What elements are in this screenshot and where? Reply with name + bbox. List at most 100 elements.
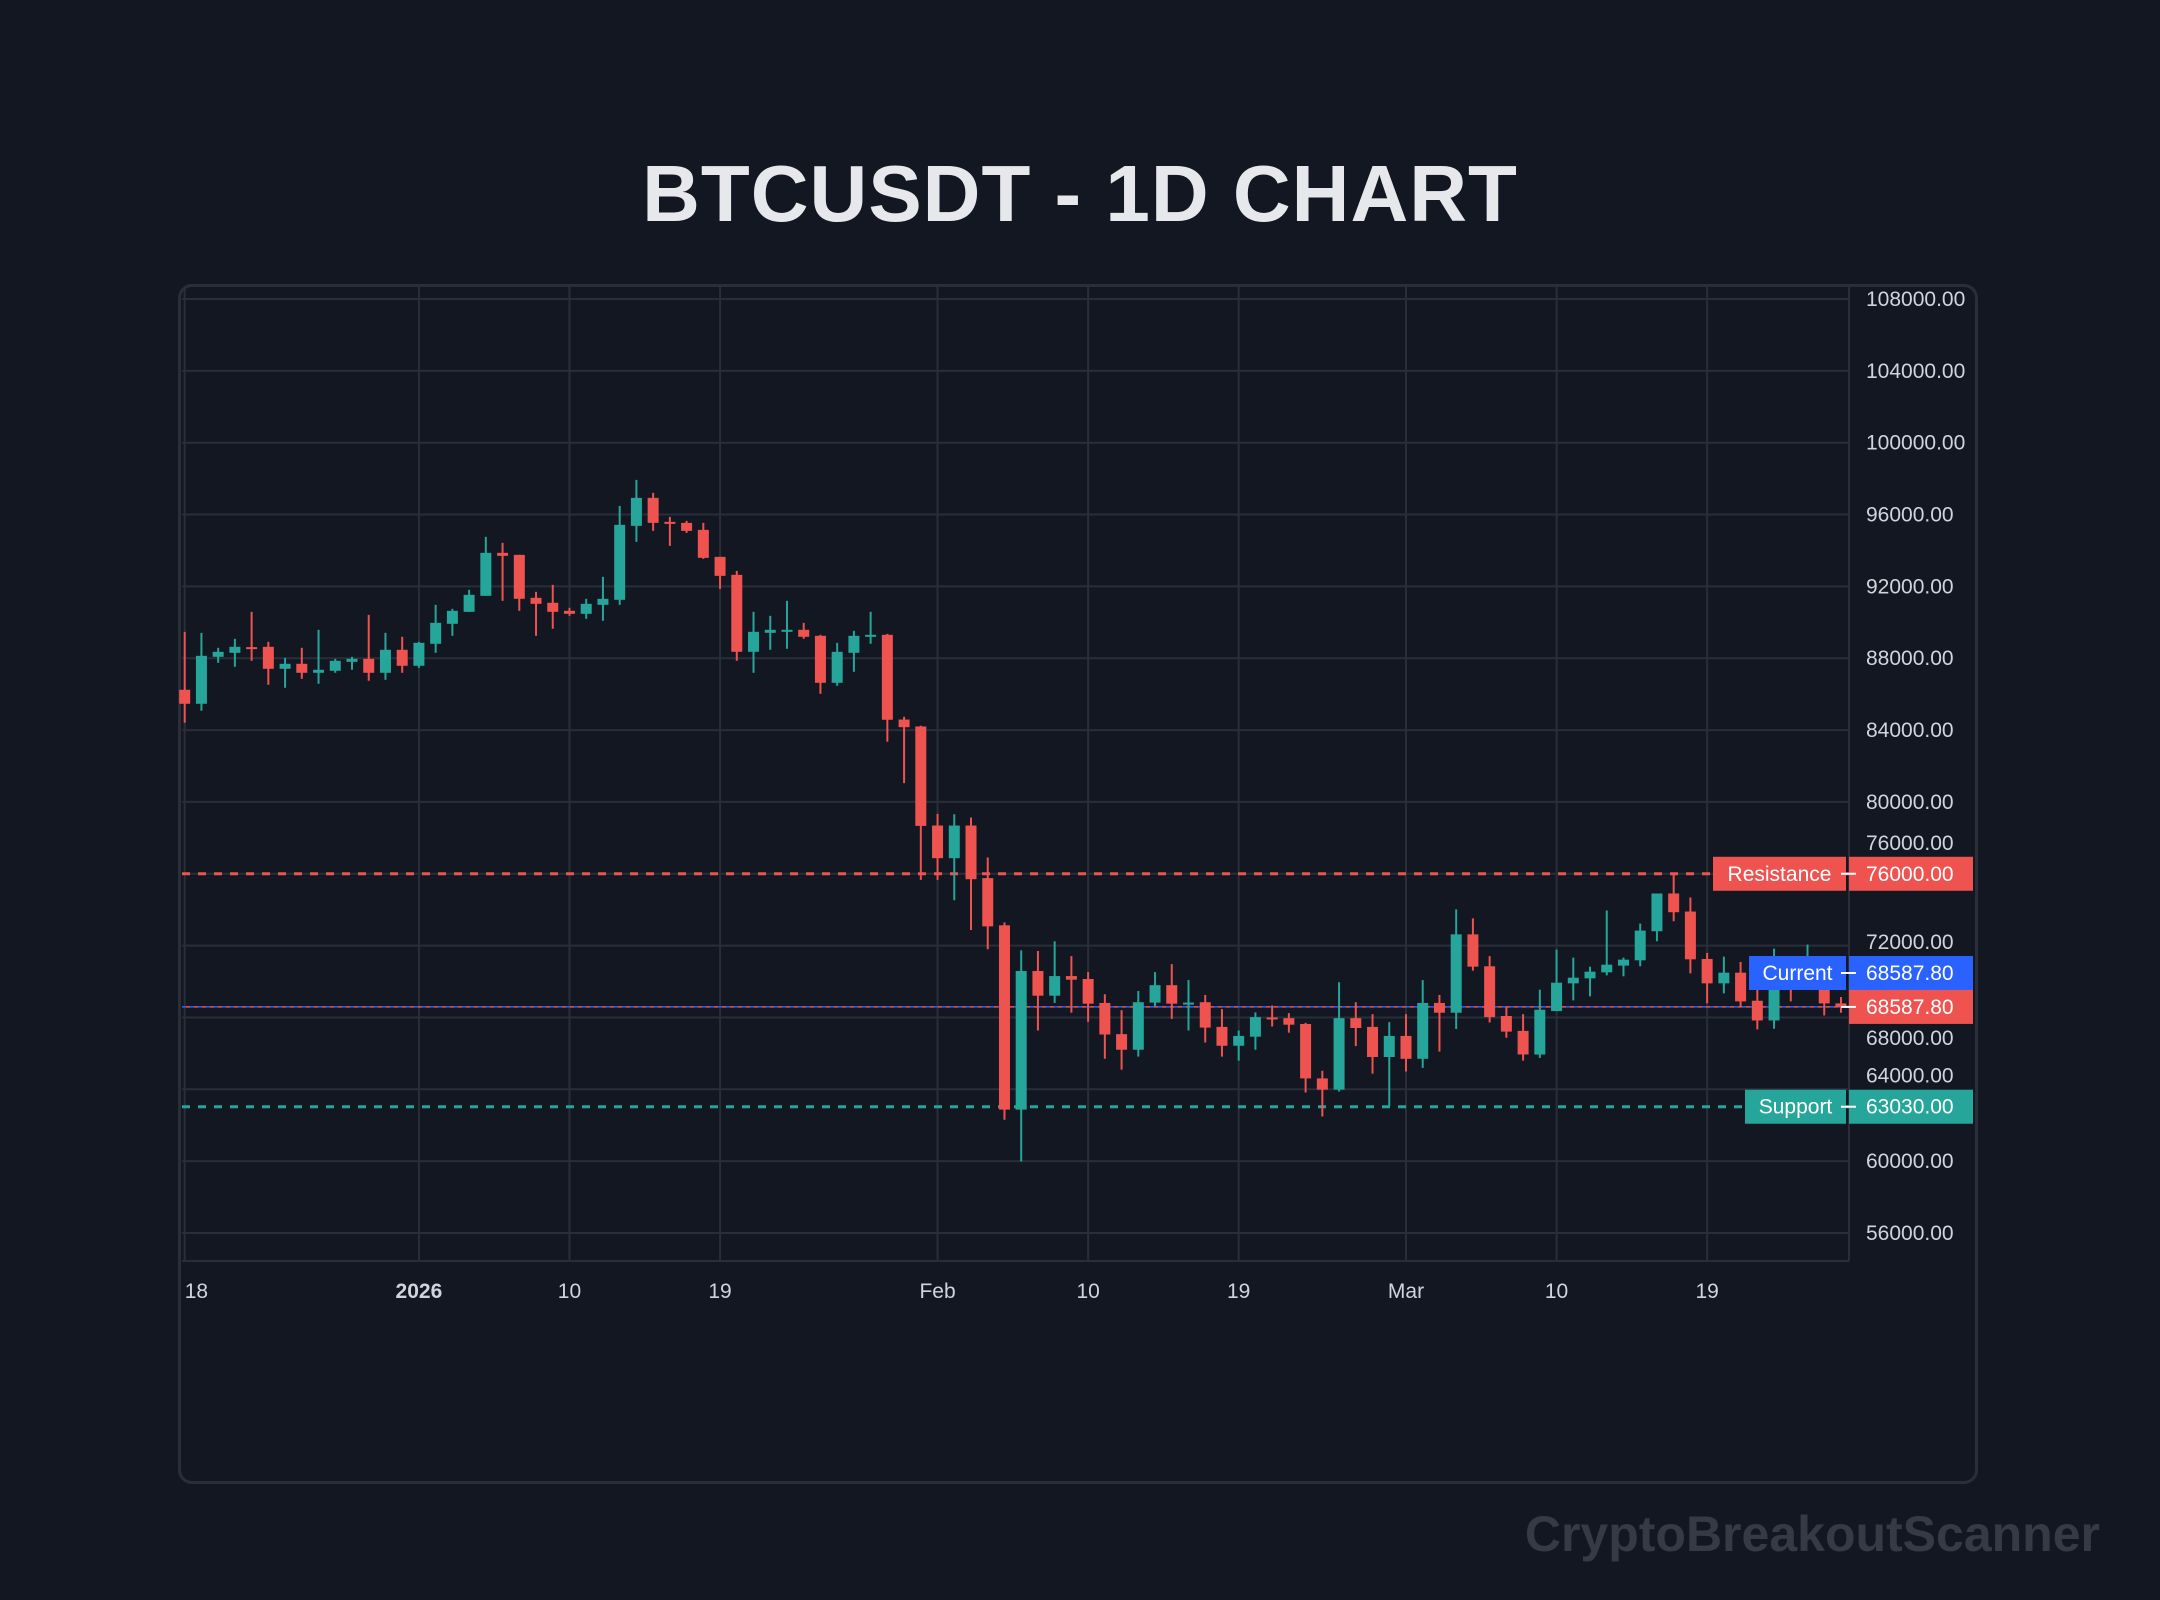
candle-down [982, 878, 994, 927]
chart-panel [178, 284, 1978, 1484]
candle-down [697, 529, 709, 558]
chart-title: BTCUSDT - 1D CHART [642, 149, 1518, 238]
candle-down [1300, 1023, 1312, 1079]
y-tick-label: 60000.00 [1866, 1150, 1954, 1173]
candle-down [1099, 1002, 1111, 1035]
candle-down [1467, 934, 1479, 967]
current-tag [1749, 956, 1846, 990]
candle-down [530, 597, 542, 604]
candle-up [614, 524, 626, 600]
candle-down [1316, 1078, 1328, 1090]
y-tick-label: 104000.00 [1866, 360, 1965, 383]
candle-up [1049, 976, 1061, 996]
x-tick-label: 10 [1545, 1280, 1568, 1303]
support-tag-label: Support [1759, 1096, 1833, 1119]
candle-down [563, 610, 575, 614]
x-tick-label: Feb [919, 1280, 955, 1303]
y-tick-label: 56000.00 [1866, 1222, 1954, 1245]
candle-up [1333, 1018, 1345, 1090]
candle-down [731, 574, 743, 652]
candle-down [1835, 1003, 1847, 1007]
candle-up [1149, 985, 1161, 1003]
candle-down [1735, 972, 1747, 1002]
candle-up [865, 634, 877, 637]
candle-down [1216, 1026, 1228, 1046]
candle-down [1517, 1030, 1529, 1055]
y-tick-label: 76000.00 [1866, 832, 1954, 855]
candle-down [681, 522, 693, 531]
candle-down [664, 521, 676, 524]
y-tick-label: 92000.00 [1866, 575, 1954, 598]
y-tick-label: 64000.00 [1866, 1065, 1954, 1088]
candle-down [1484, 966, 1496, 1018]
candle-down [714, 556, 726, 576]
x-tick-label: 18 [185, 1280, 208, 1303]
candle-down [1684, 911, 1696, 960]
candle-down [915, 726, 927, 826]
candle-up [1450, 934, 1462, 1013]
candle-up [279, 663, 291, 669]
watermark: CryptoBreakoutScanner [1524, 1506, 2100, 1562]
candle-up [1651, 893, 1663, 932]
candle-down [497, 552, 509, 556]
y-tick-label: 68000.00 [1866, 1027, 1954, 1050]
x-tick-label: Mar [1388, 1280, 1424, 1303]
candle-down [1701, 958, 1713, 984]
candle-up [229, 646, 241, 653]
candle-up [1534, 1009, 1546, 1055]
x-tick-label: 10 [1076, 1280, 1099, 1303]
candle-down [1400, 1035, 1412, 1059]
candle-up [1233, 1035, 1245, 1046]
candle-up [346, 658, 358, 662]
candle-down [246, 647, 258, 650]
candle-up [781, 629, 793, 632]
candle-down [1668, 893, 1680, 913]
x-tick-label: 19 [1227, 1280, 1250, 1303]
resistance-tag-label: Resistance [1728, 863, 1832, 886]
candle-up [430, 622, 442, 644]
last-price-label: 68587.80 [1866, 996, 1954, 1019]
candle-down [965, 825, 977, 880]
candle-down [1751, 1000, 1763, 1021]
candle-down [898, 719, 910, 728]
candle-down [932, 825, 944, 859]
candle-up [1417, 1002, 1429, 1059]
candle-up [1183, 1002, 1194, 1005]
candle-up [1718, 972, 1730, 984]
candle-up [764, 629, 776, 633]
candle-up [446, 610, 458, 624]
x-tick-label: 2026 [396, 1280, 443, 1303]
y-tick-label: 100000.00 [1866, 432, 1965, 455]
candle-down [513, 554, 525, 599]
candle-down [1283, 1018, 1295, 1025]
candle-up [580, 603, 592, 614]
candle-up [1567, 977, 1579, 984]
candle-up [212, 651, 224, 657]
y-tick-label: 88000.00 [1866, 647, 1954, 670]
candle-up [597, 598, 609, 605]
candle-up [1551, 982, 1563, 1012]
candle-up [1015, 971, 1027, 1110]
candle-up [379, 649, 391, 673]
y-tick-label: 72000.00 [1866, 931, 1954, 954]
candle-down [647, 497, 659, 523]
y-tick-label: 84000.00 [1866, 719, 1954, 742]
candle-down [547, 602, 559, 612]
candle-up [831, 651, 843, 683]
candle-up [748, 631, 760, 652]
candle-down [881, 634, 893, 720]
candle-up [329, 660, 341, 671]
candle-up [1383, 1035, 1395, 1057]
resistance-tag [1713, 856, 1846, 891]
support-price-box [1849, 1089, 1973, 1124]
candle-down [814, 635, 826, 683]
candle-up [413, 642, 425, 666]
resistance-price-box [1849, 856, 1973, 891]
candle-down [1166, 985, 1178, 1004]
candle-up [630, 497, 642, 526]
candle-down [396, 649, 408, 666]
candle-up [848, 635, 860, 653]
candle-down [1500, 1015, 1512, 1032]
candle-down [363, 658, 375, 673]
